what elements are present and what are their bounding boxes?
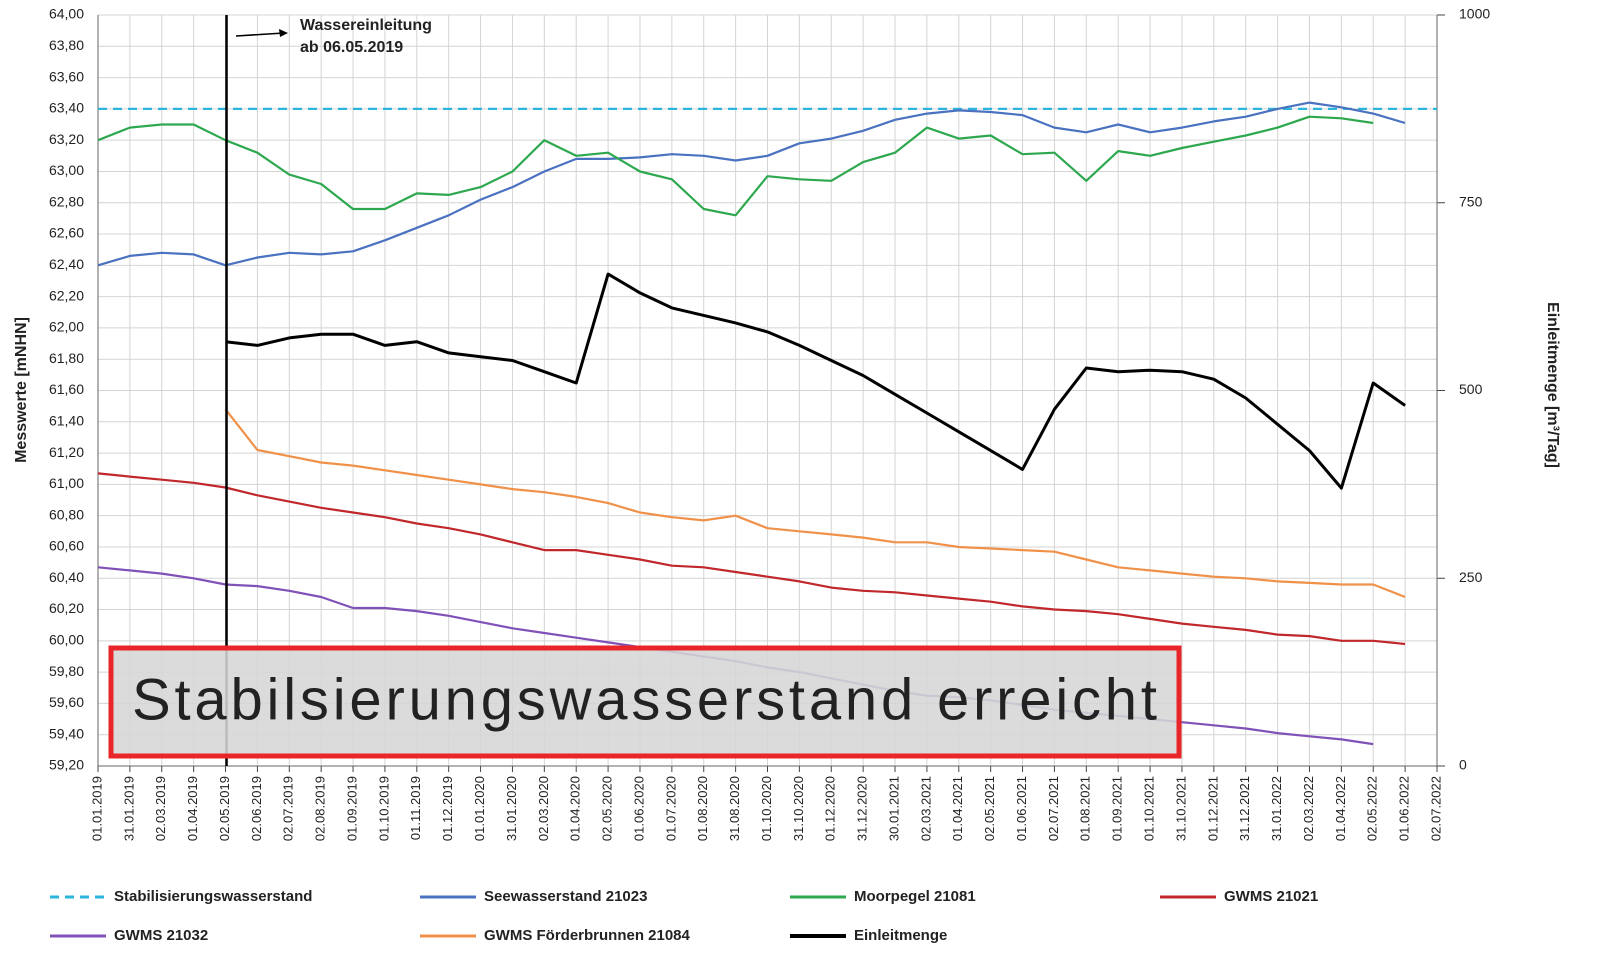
x-tick-label: 02.07.2022 <box>1428 776 1443 841</box>
y-tick-label: 60,60 <box>49 538 84 554</box>
x-tick-label: 01.10.2020 <box>759 776 774 841</box>
y-tick-label: 61,40 <box>49 412 84 428</box>
x-tick-label: 01.08.2020 <box>695 776 710 841</box>
x-tick-label: 02.08.2019 <box>313 776 328 841</box>
x-tick-label: 02.03.2021 <box>918 776 933 841</box>
x-tick-label: 31.01.2019 <box>121 776 136 841</box>
x-tick-label: 31.01.2022 <box>1269 776 1284 841</box>
legend-label: GWMS Förderbrunnen 21084 <box>484 927 691 944</box>
x-tick-label: 01.04.2020 <box>568 776 583 841</box>
series-line <box>97 115 1374 217</box>
y-tick-label: 59,80 <box>49 663 84 679</box>
legend-label: Moorpegel 21081 <box>854 888 976 905</box>
legend-label: Seewasserstand 21023 <box>484 888 647 905</box>
x-tick-label: 31.10.2020 <box>791 776 806 841</box>
x-tick-label: 01.09.2021 <box>1110 776 1125 841</box>
x-tick-label: 31.01.2020 <box>504 776 519 841</box>
series-line <box>225 272 1406 490</box>
x-tick-label: 01.10.2019 <box>376 776 391 841</box>
x-tick-label: 01.04.2022 <box>1333 776 1348 841</box>
x-tick-label: 02.03.2022 <box>1301 776 1316 841</box>
y-tick-label: 62,20 <box>49 287 84 303</box>
y2-tick-label: 1000 <box>1459 6 1490 22</box>
legend-label: Einleitmenge <box>854 927 947 944</box>
y2-tick-label: 500 <box>1459 381 1483 397</box>
x-tick-label: 31.12.2021 <box>1237 776 1252 841</box>
y2-tick-label: 0 <box>1459 757 1467 773</box>
y-tick-label: 62,00 <box>49 319 84 335</box>
x-tick-label: 01.06.2021 <box>1014 776 1029 841</box>
x-tick-label: 02.07.2021 <box>1046 776 1061 841</box>
y-tick-label: 63,40 <box>49 100 84 116</box>
x-tick-label: 02.06.2019 <box>249 776 264 841</box>
callout-box <box>108 645 1182 759</box>
x-tick-label: 02.07.2019 <box>281 776 296 841</box>
y-tick-label: 63,80 <box>49 37 84 53</box>
x-tick-label: 02.05.2020 <box>600 776 615 841</box>
annotation-arrow <box>235 32 285 37</box>
y-tick-label: 60,40 <box>49 569 84 585</box>
x-tick-label: 01.12.2020 <box>823 776 838 841</box>
y-tick-label: 61,00 <box>49 475 84 491</box>
y-tick-label: 61,60 <box>49 381 84 397</box>
y-tick-label: 60,00 <box>49 632 84 648</box>
x-tick-label: 30.01.2021 <box>886 776 901 841</box>
x-tick-label: 31.08.2020 <box>727 776 742 841</box>
x-tick-label: 01.09.2019 <box>344 776 359 841</box>
x-tick-label: 01.12.2019 <box>440 776 455 841</box>
series-line <box>97 101 1406 267</box>
y-tick-label: 60,20 <box>49 600 84 616</box>
x-tick-label: 02.05.2022 <box>1365 776 1380 841</box>
x-tick-label: 01.11.2019 <box>408 776 423 840</box>
y-tick-label: 63,20 <box>49 131 84 147</box>
y-tick-label: 63,00 <box>49 162 84 178</box>
callout-text: Stabilsierungswasserstand erreicht <box>132 667 1157 732</box>
x-tick-label: 01.04.2021 <box>950 776 965 841</box>
y-axis-title: Messwerte [mNHN] <box>13 317 30 463</box>
x-tick-label: 02.05.2021 <box>982 776 997 841</box>
y2-tick-label: 250 <box>1459 569 1483 585</box>
y-tick-label: 59,60 <box>49 694 84 710</box>
series-line <box>224 408 1406 599</box>
y-tick-label: 60,80 <box>49 506 84 522</box>
y-tick-label: 63,60 <box>49 68 84 84</box>
annotation: ab 06.05.2019 <box>300 39 403 56</box>
x-tick-label: 01.06.2022 <box>1397 776 1412 841</box>
y-tick-label: 59,40 <box>49 725 84 741</box>
x-tick-label: 01.10.2021 <box>1142 776 1157 841</box>
y-tick-label: 59,20 <box>49 757 84 773</box>
x-tick-label: 02.03.2019 <box>153 776 168 841</box>
y-tick-label: 62,40 <box>49 256 84 272</box>
annotation: Wassereinleitung <box>300 17 432 34</box>
y-tick-label: 64,00 <box>49 6 84 22</box>
legend-label: GWMS 21021 <box>1224 888 1318 905</box>
y-tick-label: 62,60 <box>49 225 84 241</box>
y2-tick-label: 750 <box>1459 193 1483 209</box>
x-tick-label: 01.01.2020 <box>472 776 487 841</box>
x-tick-label: 31.10.2021 <box>1173 776 1188 841</box>
x-tick-label: 01.12.2021 <box>1205 776 1220 841</box>
x-tick-label: 01.07.2020 <box>663 776 678 841</box>
arrow-head <box>279 29 288 37</box>
y-tick-label: 61,20 <box>49 444 84 460</box>
x-tick-label: 02.03.2020 <box>536 776 551 841</box>
x-tick-label: 01.04.2019 <box>185 776 200 841</box>
x-tick-label: 01.01.2019 <box>89 776 104 841</box>
x-tick-label: 02.05.2019 <box>217 776 232 841</box>
x-tick-label: 01.06.2020 <box>631 776 646 841</box>
legend-label: Stabilisierungswasserstand <box>114 888 312 905</box>
y2-axis-title: Einleitmenge [m³/Tag] <box>1544 302 1561 468</box>
series-line <box>97 472 1406 646</box>
y-tick-label: 61,80 <box>49 350 84 366</box>
x-tick-label: 01.08.2021 <box>1078 776 1093 841</box>
legend-label: GWMS 21032 <box>114 927 208 944</box>
x-tick-label: 31.12.2020 <box>855 776 870 841</box>
y-tick-label: 62,80 <box>49 193 84 209</box>
